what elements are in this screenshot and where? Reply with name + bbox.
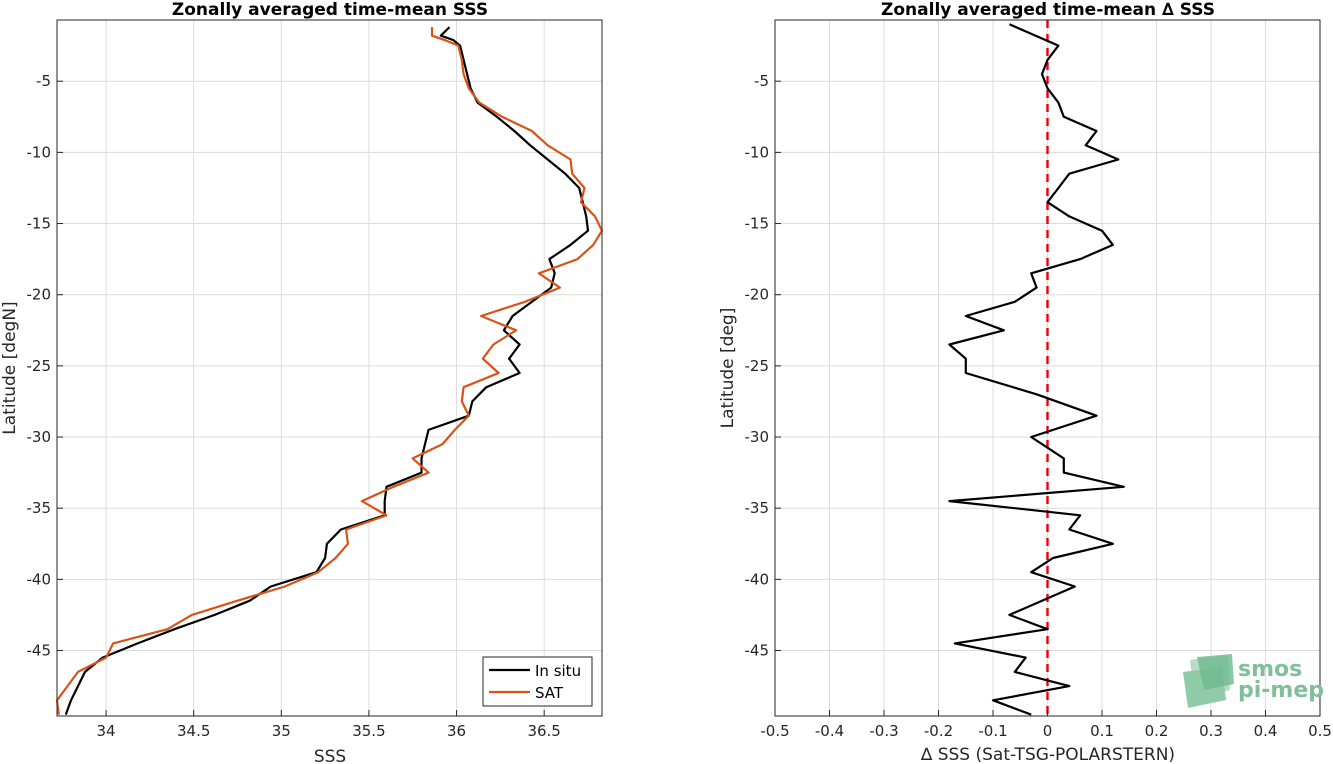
x-ticks-sss: 34 34.5 35 35.5 36 36.5 [97,710,561,740]
y-tick-label-delta-sss: -10 [745,143,770,161]
series-line-in-situ [64,26,590,715]
y-tick-label-sss: -15 [27,215,52,233]
x-tick-label-delta-sss: 0.5 [1308,722,1332,740]
x-tick-label-sss: 34.5 [177,722,210,740]
x-tick-label-sss: 36 [447,722,466,740]
x-axis-label-delta-sss: ∆ SSS (Sat-TSG-POLARSTERN) [920,745,1175,764]
smos-pi-mep-logo: smos pi-mep [1183,654,1324,708]
x-tick-label-sss: 35 [272,722,291,740]
x-tick-label-delta-sss: -0.5 [760,722,789,740]
y-tick-label-sss: -25 [27,357,52,375]
logo-text-line1: smos [1238,657,1302,682]
legend-label-insitu: In situ [535,662,581,680]
y-tick-label-delta-sss: -40 [745,570,770,588]
legend: In situ SAT [482,656,593,707]
y-tick-label-sss: -45 [27,642,52,660]
x-tick-label-delta-sss: 0.3 [1199,722,1223,740]
chart-title-sss: Zonally averaged time-mean SSS [172,0,488,20]
panel-delta-sss: Zonally averaged time-mean ∆ SSS -0.5 -0.… [718,0,1332,764]
y-tick-label-delta-sss: -25 [745,357,770,375]
x-tick-label-delta-sss: 0 [1043,722,1053,740]
x-tick-label-delta-sss: -0.1 [978,722,1007,740]
series-group-sss [55,26,604,715]
y-axis-label-delta-sss: Latitude [deg] [718,308,738,429]
x-axis-label-sss: SSS [314,747,346,764]
logo-text-line2: pi-mep [1238,678,1324,703]
y-ticks-sss: -5 -10 -15 -20 -25 -30 -35 -40 -45 [27,72,63,660]
y-tick-label-delta-sss: -45 [745,642,770,660]
logo-layer-front [1197,654,1234,690]
y-tick-label-sss: -10 [27,143,52,161]
y-tick-label-sss: -30 [27,428,52,446]
y-tick-label-sss: -40 [27,570,52,588]
y-tick-label-sss: -35 [27,499,52,517]
y-tick-label-sss: -20 [27,286,52,304]
y-axis-label-sss: Latitude [degN] [0,301,20,434]
legend-box [482,656,593,707]
x-tick-label-sss: 36.5 [527,722,560,740]
y-tick-label-delta-sss: -30 [745,428,770,446]
x-tick-label-sss: 35.5 [352,722,385,740]
y-tick-label-delta-sss: -35 [745,499,770,517]
x-tick-label-delta-sss: 0.2 [1145,722,1169,740]
legend-label-sat: SAT [535,684,564,702]
panel-sss: Zonally averaged time-mean SSS 34 34.5 35 3… [0,0,604,764]
y-ticks-delta-sss: -5 -10 -15 -20 -25 -30 -35 -40 -45 [745,72,781,660]
x-tick-label-delta-sss: 0.1 [1090,722,1114,740]
grid-sss [57,20,602,716]
y-tick-label-delta-sss: -5 [754,72,769,90]
x-tick-label-delta-sss: -0.3 [869,722,898,740]
x-ticks-delta-sss: -0.5 -0.4 -0.3 -0.2 -0.1 0 0.1 0.2 0.3 0.4 0.5 [760,710,1332,740]
x-tick-label-delta-sss: 0.4 [1254,722,1278,740]
x-tick-label-delta-sss: -0.2 [924,722,953,740]
y-tick-label-delta-sss: -15 [745,215,770,233]
series-line-sat [55,27,604,715]
y-tick-label-delta-sss: -20 [745,286,770,304]
y-tick-label-sss: -5 [36,72,51,90]
series-group-delta-sss [948,23,1125,716]
chart-title-delta-sss: Zonally averaged time-mean ∆ SSS [881,0,1215,20]
series-line-delta [948,23,1125,716]
x-tick-label-sss: 34 [97,722,116,740]
x-tick-label-delta-sss: -0.4 [815,722,844,740]
axes-box-sss [56,19,603,717]
